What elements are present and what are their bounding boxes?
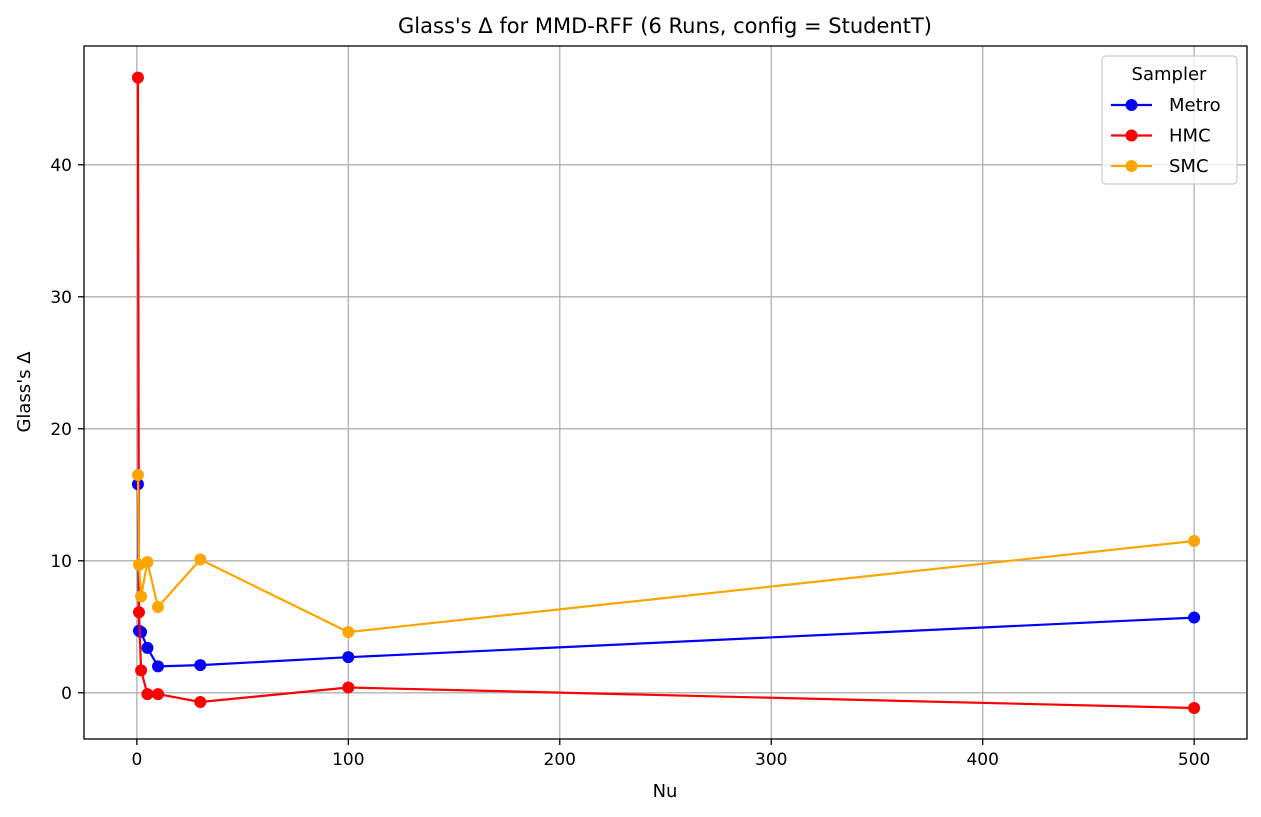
y-axis-title: Glass's Δ bbox=[14, 351, 35, 433]
data-point-metro bbox=[152, 660, 165, 673]
series-smc bbox=[131, 469, 1201, 639]
x-tick-label: 100 bbox=[332, 750, 364, 770]
data-point-hmc bbox=[135, 664, 148, 677]
x-tick-label: 200 bbox=[544, 750, 576, 770]
legend-item-hmc: HMC bbox=[1111, 126, 1211, 147]
legend-title: Sampler bbox=[1132, 64, 1207, 85]
data-point-hmc bbox=[342, 681, 355, 694]
data-point-smc bbox=[135, 590, 148, 603]
y-tick-label: 0 bbox=[61, 684, 72, 704]
data-point-metro bbox=[342, 651, 355, 664]
data-point-hmc bbox=[132, 606, 145, 619]
data-point-smc bbox=[194, 553, 207, 566]
legend-swatch-marker bbox=[1125, 129, 1138, 142]
legend-item-smc: SMC bbox=[1111, 156, 1209, 177]
legend-item-metro: Metro bbox=[1111, 95, 1221, 116]
y-tick-label: 10 bbox=[50, 552, 72, 572]
y-tick-label: 40 bbox=[50, 156, 72, 176]
data-point-hmc bbox=[1188, 701, 1201, 714]
chart-title: Glass's Δ for MMD-RFF (6 Runs, config = … bbox=[398, 14, 932, 38]
y-tick-label: 20 bbox=[50, 420, 72, 440]
plot-frame bbox=[83, 45, 1248, 740]
data-point-hmc bbox=[152, 688, 165, 701]
legend-label: SMC bbox=[1169, 156, 1209, 177]
legend-swatch-marker bbox=[1125, 160, 1138, 172]
legend: Sampler Metro HMC SMC bbox=[1101, 55, 1238, 185]
data-point-hmc bbox=[141, 688, 154, 701]
series-hmc bbox=[131, 71, 1201, 714]
series-line-hmc bbox=[136, 77, 1195, 710]
series-line-metro bbox=[136, 484, 1195, 668]
data-point-smc bbox=[152, 601, 165, 613]
legend-label: Metro bbox=[1169, 95, 1221, 116]
data-point-hmc bbox=[194, 696, 207, 709]
data-point-metro bbox=[1188, 611, 1201, 624]
x-tick-label: 300 bbox=[755, 750, 787, 770]
x-tick-label: 500 bbox=[1178, 750, 1210, 770]
data-point-metro bbox=[141, 641, 154, 654]
legend-label: HMC bbox=[1169, 126, 1211, 147]
data-point-metro bbox=[135, 626, 148, 639]
x-tick-label: 400 bbox=[966, 750, 998, 770]
data-point-metro bbox=[194, 659, 207, 672]
ticks: 0 100 200 300 400 500 0 10 20 30 40 bbox=[50, 156, 1210, 770]
x-tick-label: 0 bbox=[131, 750, 142, 770]
data-point-smc bbox=[342, 626, 355, 639]
series-metro bbox=[131, 478, 1201, 673]
data-point-smc bbox=[131, 469, 144, 481]
legend-swatch-marker bbox=[1125, 99, 1138, 111]
y-tick-label: 30 bbox=[50, 288, 72, 308]
data-point-hmc bbox=[131, 71, 144, 84]
data-point-smc bbox=[141, 556, 154, 569]
data-point-smc bbox=[1188, 535, 1201, 547]
grid bbox=[84, 46, 1247, 739]
x-axis-title: Nu bbox=[653, 781, 678, 802]
legend-box bbox=[1101, 55, 1238, 185]
series-line-smc bbox=[136, 474, 1195, 634]
series-layer bbox=[131, 71, 1201, 714]
